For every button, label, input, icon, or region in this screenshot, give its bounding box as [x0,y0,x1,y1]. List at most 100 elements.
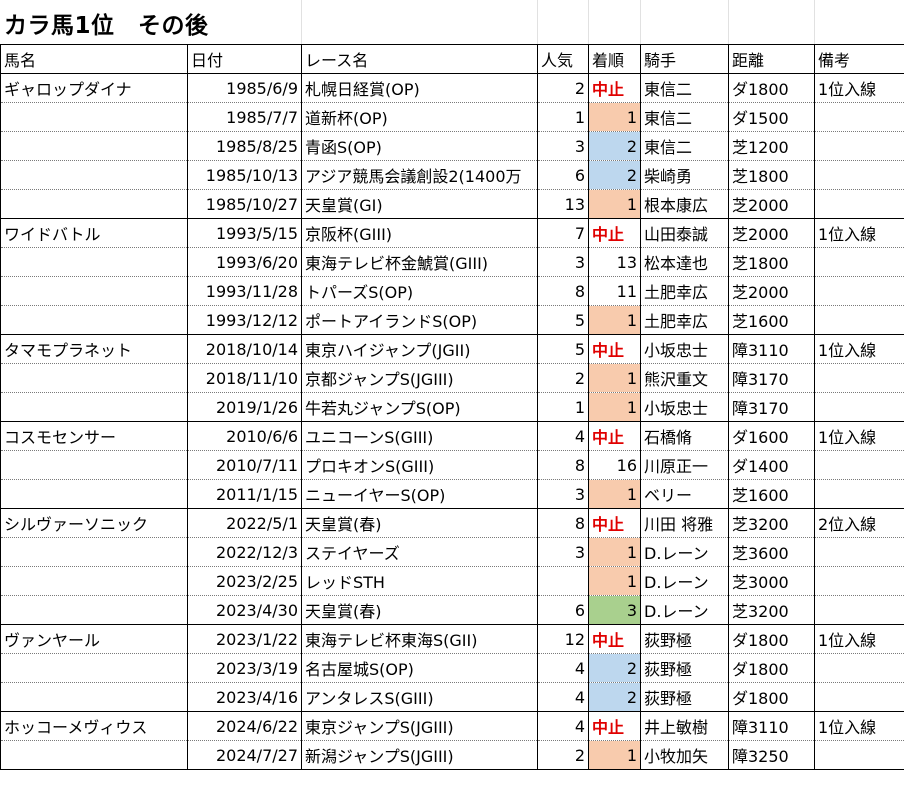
cell-popularity[interactable]: 2 [537,363,589,393]
cell-finish[interactable]: 1 [588,363,641,393]
cell-finish[interactable]: 1 [588,305,641,335]
cell-horse[interactable]: ワイドバトル [0,218,188,248]
cell-date[interactable]: 1993/5/15 [187,218,302,248]
cell-horse[interactable] [0,740,188,770]
cell-race[interactable]: トパーズS(OP) [301,276,538,306]
cell-race[interactable]: アジア競馬会議創設2(1400万 [301,160,538,190]
cell-horse[interactable]: ヴァンヤール [0,624,188,654]
cell-note[interactable]: 1位入線 [814,711,904,741]
cell-horse[interactable] [0,305,188,335]
cell-finish[interactable]: 中止 [588,218,641,248]
cell-race[interactable]: 京阪杯(GIII) [301,218,538,248]
cell-distance[interactable]: 芝1600 [728,305,815,335]
cell-jockey[interactable]: 熊沢重文 [640,363,729,393]
cell-popularity[interactable]: 6 [537,595,589,625]
cell-distance[interactable]: 芝3200 [728,595,815,625]
cell-date[interactable]: 2024/6/22 [187,711,302,741]
cell-finish[interactable]: 1 [588,740,641,770]
cell-jockey[interactable]: 石橋脩 [640,421,729,451]
cell-date[interactable]: 2018/10/14 [187,334,302,364]
cell-date[interactable]: 2018/11/10 [187,363,302,393]
cell-popularity[interactable]: 13 [537,189,589,219]
cell-horse[interactable] [0,653,188,683]
header-cell-horse[interactable]: 馬名 [0,44,188,74]
cell-date[interactable]: 2010/6/6 [187,421,302,451]
cell-popularity[interactable]: 3 [537,537,589,567]
cell-date[interactable]: 1985/10/13 [187,160,302,190]
cell-race[interactable]: 東京ジャンプS(JGIII) [301,711,538,741]
cell-popularity[interactable]: 1 [537,102,589,132]
cell-distance[interactable]: 障3170 [728,363,815,393]
cell-finish[interactable]: 1 [588,189,641,219]
cell-date[interactable]: 1985/8/25 [187,131,302,161]
cell-race[interactable]: 青函S(OP) [301,131,538,161]
cell-popularity[interactable]: 8 [537,276,589,306]
cell-finish[interactable]: 3 [588,595,641,625]
cell-distance[interactable]: 芝2000 [728,218,815,248]
cell-date[interactable]: 1985/6/9 [187,73,302,103]
header-cell-jockey[interactable]: 騎手 [640,44,729,74]
cell-finish[interactable]: 2 [588,653,641,683]
cell-horse[interactable] [0,160,188,190]
cell-popularity[interactable]: 4 [537,421,589,451]
cell-jockey[interactable]: 川原正一 [640,450,729,480]
cell-race[interactable]: 牛若丸ジャンプS(OP) [301,392,538,422]
cell-distance[interactable]: ダ1500 [728,102,815,132]
cell-jockey[interactable]: 松本達也 [640,247,729,277]
cell-note[interactable] [814,537,904,567]
cell-distance[interactable]: 障3250 [728,740,815,770]
cell-popularity[interactable]: 5 [537,305,589,335]
cell-race[interactable]: アンタレスS(GIII) [301,682,538,712]
cell-finish[interactable]: 中止 [588,421,641,451]
cell-distance[interactable]: ダ1800 [728,653,815,683]
cell-distance[interactable]: 芝2000 [728,189,815,219]
cell-horse[interactable] [0,479,188,509]
cell-race[interactable]: 札幌日経賞(OP) [301,73,538,103]
cell-date[interactable]: 1993/12/12 [187,305,302,335]
cell-horse[interactable] [0,450,188,480]
cell-note[interactable] [814,189,904,219]
cell-note[interactable]: 1位入線 [814,624,904,654]
cell-jockey[interactable]: 川田 将雅 [640,508,729,538]
cell-date[interactable]: 2022/12/3 [187,537,302,567]
cell-race[interactable]: 天皇賞(春) [301,595,538,625]
cell-note[interactable] [814,595,904,625]
cell-distance[interactable]: 障3110 [728,711,815,741]
header-cell-popularity[interactable]: 人気 [537,44,589,74]
cell-jockey[interactable]: 土肥幸広 [640,305,729,335]
cell-horse[interactable] [0,276,188,306]
cell-date[interactable]: 2022/5/1 [187,508,302,538]
cell-date[interactable]: 2024/7/27 [187,740,302,770]
cell-horse[interactable] [0,363,188,393]
cell-note[interactable]: 1位入線 [814,421,904,451]
cell-note[interactable] [814,102,904,132]
cell-date[interactable]: 2011/1/15 [187,479,302,509]
cell-distance[interactable]: ダ1800 [728,624,815,654]
cell-race[interactable]: ポートアイランドS(OP) [301,305,538,335]
cell-horse[interactable]: タマモプラネット [0,334,188,364]
cell-horse[interactable] [0,392,188,422]
cell-jockey[interactable]: 荻野極 [640,682,729,712]
cell-note[interactable] [814,276,904,306]
cell-date[interactable]: 1993/11/28 [187,276,302,306]
cell-race[interactable]: レッドSTH [301,566,538,596]
cell-horse[interactable] [0,247,188,277]
cell-distance[interactable]: ダ1800 [728,73,815,103]
cell-race[interactable]: 天皇賞(GI) [301,189,538,219]
cell-distance[interactable]: 芝3000 [728,566,815,596]
cell-horse[interactable]: コスモセンサー [0,421,188,451]
cell-finish[interactable]: 1 [588,392,641,422]
cell-race[interactable]: 新潟ジャンプS(JGIII) [301,740,538,770]
cell-note[interactable] [814,160,904,190]
cell-distance[interactable]: ダ1800 [728,682,815,712]
cell-note[interactable]: 2位入線 [814,508,904,538]
cell-finish[interactable]: 1 [588,102,641,132]
cell-popularity[interactable]: 4 [537,711,589,741]
cell-race[interactable]: ユニコーンS(GIII) [301,421,538,451]
cell-popularity[interactable]: 2 [537,73,589,103]
header-cell-date[interactable]: 日付 [187,44,302,74]
cell-finish[interactable]: 2 [588,131,641,161]
cell-jockey[interactable]: 根本康広 [640,189,729,219]
cell-jockey[interactable]: 小牧加矢 [640,740,729,770]
cell-jockey[interactable]: 柴崎勇 [640,160,729,190]
